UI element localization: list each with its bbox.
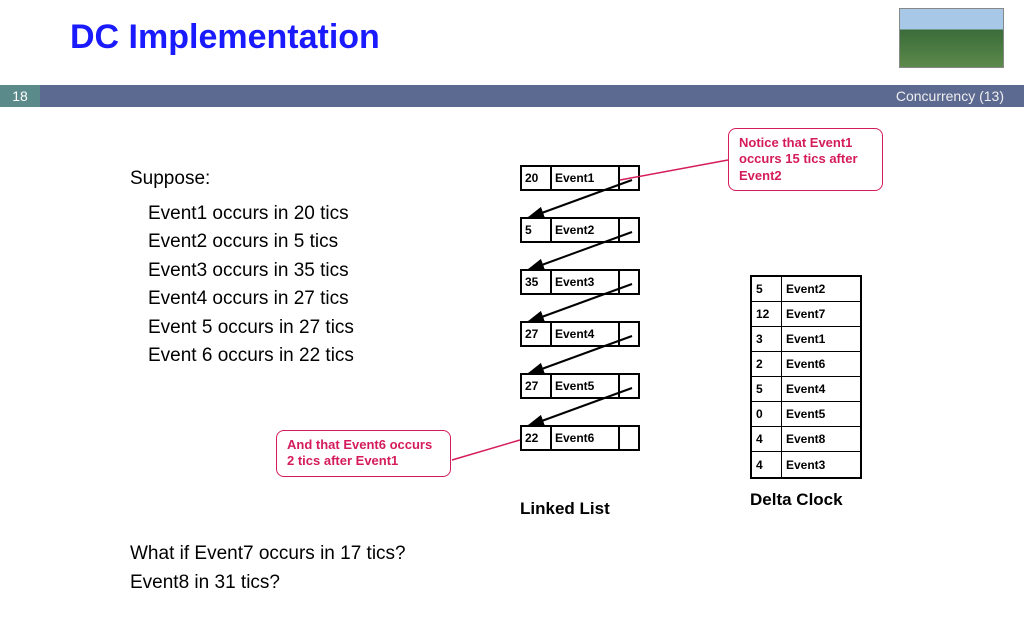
linked-list-caption: Linked List [520, 499, 610, 519]
dc-delta: 2 [752, 352, 782, 376]
suppose-line-6: Event 6 occurs in 22 tics [148, 342, 354, 371]
ll-node-3: 35 Event3 [520, 269, 640, 295]
dc-delta: 0 [752, 402, 782, 426]
dc-row: 5Event2 [752, 277, 860, 302]
question-2: Event8 in 31 tics? [130, 569, 406, 598]
suppose-line-4: Event4 occurs in 27 tics [148, 285, 354, 314]
dc-delta: 3 [752, 327, 782, 351]
suppose-line-2: Event2 occurs in 5 tics [148, 228, 354, 257]
logo-image [899, 8, 1004, 68]
question-1: What if Event7 occurs in 17 tics? [130, 540, 406, 569]
dc-name: Event6 [782, 352, 860, 376]
ll-tics: 20 [522, 167, 552, 189]
dc-delta: 4 [752, 427, 782, 451]
ll-tics: 22 [522, 427, 552, 449]
ll-tics: 27 [522, 323, 552, 345]
ll-pointer [620, 323, 638, 345]
delta-clock-area: 5Event2 12Event7 3Event1 2Event6 5Event4… [750, 275, 870, 479]
ll-tics: 35 [522, 271, 552, 293]
ll-pointer [620, 167, 638, 189]
dc-delta: 5 [752, 377, 782, 401]
ll-pointer [620, 427, 638, 449]
banner-text: Concurrency (13) [896, 88, 1004, 104]
suppose-block: Suppose: Event1 occurs in 20 tics Event2… [130, 165, 354, 371]
banner-bar: 18 Concurrency (13) [0, 85, 1024, 107]
ll-tics: 27 [522, 375, 552, 397]
ll-node-1: 20 Event1 [520, 165, 640, 191]
dc-name: Event8 [782, 427, 860, 451]
ll-node-4: 27 Event4 [520, 321, 640, 347]
ll-name: Event5 [552, 375, 620, 397]
slide-number: 18 [0, 85, 40, 107]
ll-node-5: 27 Event5 [520, 373, 640, 399]
suppose-heading: Suppose: [130, 165, 354, 194]
dc-name: Event4 [782, 377, 860, 401]
ll-node-6: 22 Event6 [520, 425, 640, 451]
dc-name: Event5 [782, 402, 860, 426]
ll-pointer [620, 271, 638, 293]
dc-row: 4Event3 [752, 452, 860, 477]
ll-name: Event6 [552, 427, 620, 449]
dc-row: 2Event6 [752, 352, 860, 377]
dc-row: 4Event8 [752, 427, 860, 452]
linked-list-area: 20 Event1 5 Event2 35 Event3 27 Event4 2… [520, 165, 720, 477]
question-block: What if Event7 occurs in 17 tics? Event8… [130, 540, 406, 597]
ll-pointer [620, 375, 638, 397]
dc-name: Event7 [782, 302, 860, 326]
dc-delta: 4 [752, 452, 782, 477]
dc-delta: 12 [752, 302, 782, 326]
suppose-line-5: Event 5 occurs in 27 tics [148, 314, 354, 343]
dc-delta: 5 [752, 277, 782, 301]
ll-name: Event1 [552, 167, 620, 189]
delta-clock-caption: Delta Clock [750, 490, 843, 510]
callout-top: Notice that Event1 occurs 15 tics after … [728, 128, 883, 191]
slide-title: DC Implementation [70, 18, 380, 57]
ll-tics: 5 [522, 219, 552, 241]
delta-clock-table: 5Event2 12Event7 3Event1 2Event6 5Event4… [750, 275, 862, 479]
dc-row: 3Event1 [752, 327, 860, 352]
callout-bottom: And that Event6 occurs 2 tics after Even… [276, 430, 451, 477]
dc-name: Event2 [782, 277, 860, 301]
suppose-line-1: Event1 occurs in 20 tics [148, 200, 354, 229]
ll-name: Event4 [552, 323, 620, 345]
ll-pointer [620, 219, 638, 241]
dc-row: 5Event4 [752, 377, 860, 402]
dc-name: Event1 [782, 327, 860, 351]
dc-row: 12Event7 [752, 302, 860, 327]
suppose-line-3: Event3 occurs in 35 tics [148, 257, 354, 286]
dc-name: Event3 [782, 452, 860, 477]
ll-name: Event2 [552, 219, 620, 241]
ll-node-2: 5 Event2 [520, 217, 640, 243]
dc-row: 0Event5 [752, 402, 860, 427]
ll-name: Event3 [552, 271, 620, 293]
